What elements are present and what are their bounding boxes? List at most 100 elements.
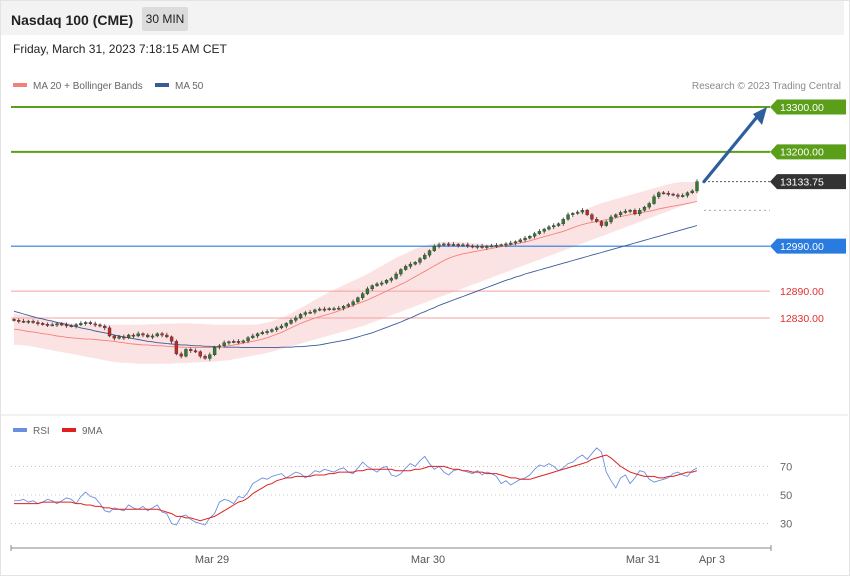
candle-body <box>671 193 675 196</box>
candle-body <box>26 320 31 323</box>
candle <box>695 179 699 194</box>
candle <box>45 322 50 327</box>
candle <box>633 208 637 216</box>
candle <box>427 249 432 258</box>
candle-body <box>590 214 594 220</box>
bollinger-legend-label: MA 20 + Bollinger Bands <box>33 81 143 92</box>
candle <box>31 319 35 324</box>
ma50-swatch <box>155 83 169 88</box>
candle <box>647 201 651 210</box>
level-label-resistance: 13200.00 <box>770 144 846 160</box>
candle-body <box>232 341 236 343</box>
candle-body <box>356 297 360 303</box>
candle <box>442 242 446 247</box>
candle-body <box>107 327 112 337</box>
candle-body <box>36 322 40 324</box>
research-credit: Research © 2023 Trading Central <box>691 81 841 92</box>
candle-body <box>561 219 565 224</box>
candle <box>79 321 83 327</box>
rsi-line <box>14 447 698 526</box>
candle <box>160 331 164 338</box>
candle <box>17 318 21 324</box>
candle <box>685 191 690 198</box>
candle <box>289 318 293 325</box>
candle <box>494 243 499 248</box>
candle-body <box>88 322 93 325</box>
candle-body <box>618 212 623 215</box>
candle <box>146 333 150 339</box>
candle <box>585 208 589 217</box>
candle <box>298 313 303 320</box>
candle-body <box>74 324 78 327</box>
candle <box>126 333 131 340</box>
candle <box>322 306 327 312</box>
candle-body <box>399 269 403 275</box>
level-label-text: 12830.00 <box>780 313 824 325</box>
candle-body <box>389 278 394 281</box>
candle-body <box>208 354 212 359</box>
candle-body <box>475 245 479 248</box>
candle <box>614 213 618 219</box>
candle-body <box>284 323 288 327</box>
header-bar: Nasdaq 100 (CME) 30 MIN <box>1 1 844 35</box>
candle <box>532 231 537 239</box>
candle-body <box>222 342 226 347</box>
candle-body <box>165 334 169 338</box>
candle <box>122 334 126 340</box>
candle-body <box>360 293 365 298</box>
candle-body <box>532 233 537 237</box>
level-label-box <box>770 238 846 254</box>
ma50-legend-label: MA 50 <box>175 81 204 92</box>
candle <box>131 333 136 339</box>
candle-body <box>489 245 494 248</box>
candle-body <box>126 334 131 338</box>
candle <box>599 220 604 228</box>
candle-body <box>21 320 26 323</box>
candle <box>36 320 40 326</box>
candle-body <box>633 210 637 215</box>
candle-body <box>518 239 522 242</box>
candle <box>413 260 417 266</box>
candle <box>446 242 451 247</box>
candle-body <box>117 336 121 339</box>
candle <box>561 217 565 226</box>
x-tick-label: Mar 29 <box>195 554 229 566</box>
level-label-last: 13133.75 <box>770 174 846 190</box>
candle <box>184 348 188 358</box>
candle-body <box>661 192 666 195</box>
candle <box>384 278 389 285</box>
candle-body <box>174 341 179 355</box>
candle-body <box>275 327 279 330</box>
candle-body <box>155 333 159 337</box>
candle-body <box>652 196 656 204</box>
candle-body <box>528 236 532 239</box>
candle <box>141 332 145 338</box>
candle <box>566 212 570 221</box>
candle-body <box>552 225 556 228</box>
candle <box>523 235 527 243</box>
candle-body <box>294 317 298 321</box>
timeframe-badge[interactable]: 30 MIN <box>142 7 188 31</box>
candle <box>351 299 355 307</box>
candle-body <box>638 210 642 215</box>
candle-body <box>50 324 54 327</box>
candle-body <box>337 307 341 310</box>
candle-body <box>384 280 389 284</box>
candle <box>638 208 642 217</box>
candle <box>155 332 159 338</box>
candle-body <box>642 206 647 211</box>
candle <box>604 220 608 227</box>
candle-body <box>45 324 50 326</box>
candle <box>370 284 374 292</box>
candle <box>575 210 580 215</box>
candle <box>327 307 331 311</box>
candle-body <box>346 304 351 307</box>
candle-body <box>317 308 322 311</box>
candle-body <box>246 337 250 342</box>
candle-body <box>456 244 460 246</box>
candle-body <box>40 323 45 325</box>
candle <box>117 335 121 340</box>
candle-body <box>442 243 446 246</box>
rsi-tick-label: 50 <box>780 490 792 502</box>
